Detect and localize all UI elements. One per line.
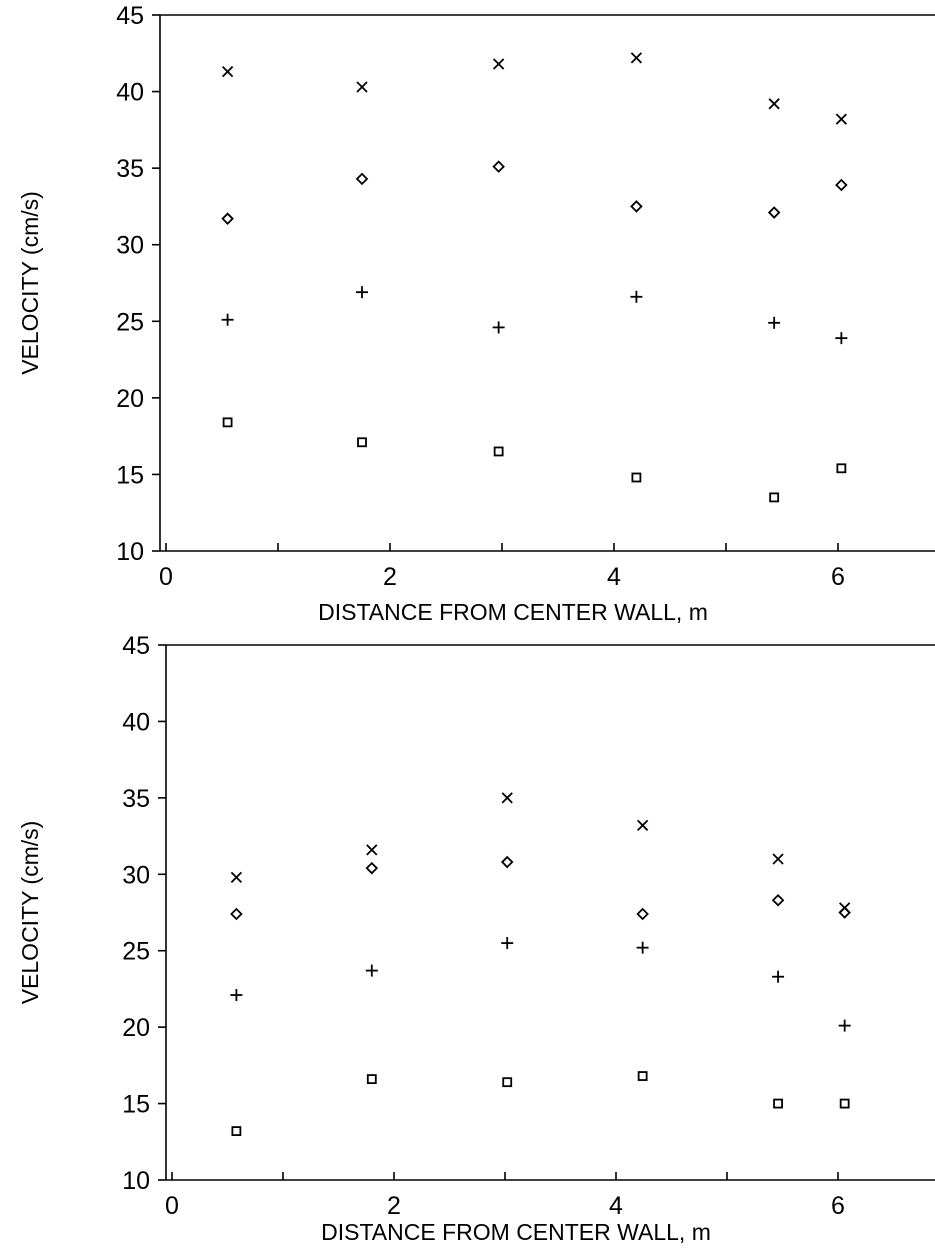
y-tick-label: 35 [122,785,150,813]
x-marker-point [366,844,378,856]
x-marker-point [230,871,243,883]
diamond-marker-point [771,893,785,907]
x-marker-point [768,98,780,110]
diamond-marker-point [230,907,243,921]
plus-marker-point [772,970,785,983]
x-tick-label: 0 [165,1192,179,1220]
x-tick-label: 4 [607,563,621,591]
diamond-marker-point [767,206,781,219]
x-marker-point [630,52,643,64]
x-axis-label: DISTANCE FROM CENTER WALL, m [318,599,708,625]
x-marker-point [835,113,847,125]
diamond-marker-point [492,160,505,173]
chart-bottom: 10 15 20 25 30 35 40 45 0 2 4 6 DISTANCE FROM CENTER… [17,632,935,1245]
plus-marker-point [835,332,848,345]
x-marker-point [772,853,784,865]
diamond-marker-point [355,172,369,186]
y-tick-label: 20 [122,1014,150,1042]
diamond-marker-point [630,200,643,213]
x-tick-label: 6 [831,1192,845,1220]
y-tick-label: 30 [116,232,144,260]
x-tick-label: 2 [383,563,397,591]
x-tick-label: 6 [831,563,845,591]
square-marker-point [637,1071,648,1081]
square-marker-point [773,1098,783,1109]
y-tick-label: 25 [116,308,144,336]
y-tick-label: 10 [122,1167,150,1195]
square-marker-point [493,446,504,457]
y-axis-label: VELOCITY (cm/s) [17,821,43,1005]
square-marker-point [631,472,642,483]
diamond-marker-point [636,907,649,921]
square-marker-point [769,492,780,503]
plus-marker-point [492,321,505,334]
square-marker-point [839,1098,850,1109]
x-tick-label: 4 [609,1192,623,1220]
diamond-marker-point [835,178,848,192]
x-marker-point [356,81,368,93]
y-tick-label: 30 [122,861,150,889]
y-axis-label: VELOCITY (cm/s) [17,191,43,375]
x-marker-point [501,792,513,804]
y-tick-label: 45 [116,2,144,30]
x-tick-label: 0 [159,563,173,591]
diamond-marker-point [838,906,851,919]
plus-marker-point [838,1019,851,1032]
plus-marker-point [221,313,234,326]
square-marker-point [502,1077,513,1088]
chart-top: 10 15 20 25 30 35 40 45 0 2 4 6 DISTANCE FROM CENTER… [17,2,935,625]
plus-marker-point [636,941,649,954]
diamond-marker-point [365,861,379,875]
square-marker-point [357,437,367,448]
x-marker-point [637,819,649,832]
y-tick-label: 25 [122,938,150,966]
y-tick-label: 15 [122,1091,150,1119]
plus-marker-point [768,316,781,329]
plus-marker-point [630,290,643,303]
plus-marker-point [356,286,368,299]
diamond-marker-point [500,855,514,869]
y-tick-label: 40 [116,79,144,107]
x-marker-point [221,66,234,78]
y-tick-label: 20 [116,385,144,413]
y-tick-label: 35 [116,155,144,183]
diamond-marker-point [221,212,234,225]
x-tick-label: 2 [387,1192,401,1220]
y-tick-label: 15 [116,461,144,489]
x-marker-point [493,58,505,70]
y-tick-label: 45 [122,632,150,660]
plus-marker-point [365,964,378,977]
square-marker-point [836,463,847,474]
y-tick-label: 40 [122,708,150,736]
plus-marker-point [230,989,243,1002]
square-marker-point [222,417,233,428]
y-tick-label: 10 [116,538,144,566]
square-marker-point [366,1074,377,1085]
x-axis-label: DISTANCE FROM CENTER WALL, m [321,1219,711,1245]
plus-marker-point [501,937,514,950]
square-marker-point [231,1126,242,1136]
